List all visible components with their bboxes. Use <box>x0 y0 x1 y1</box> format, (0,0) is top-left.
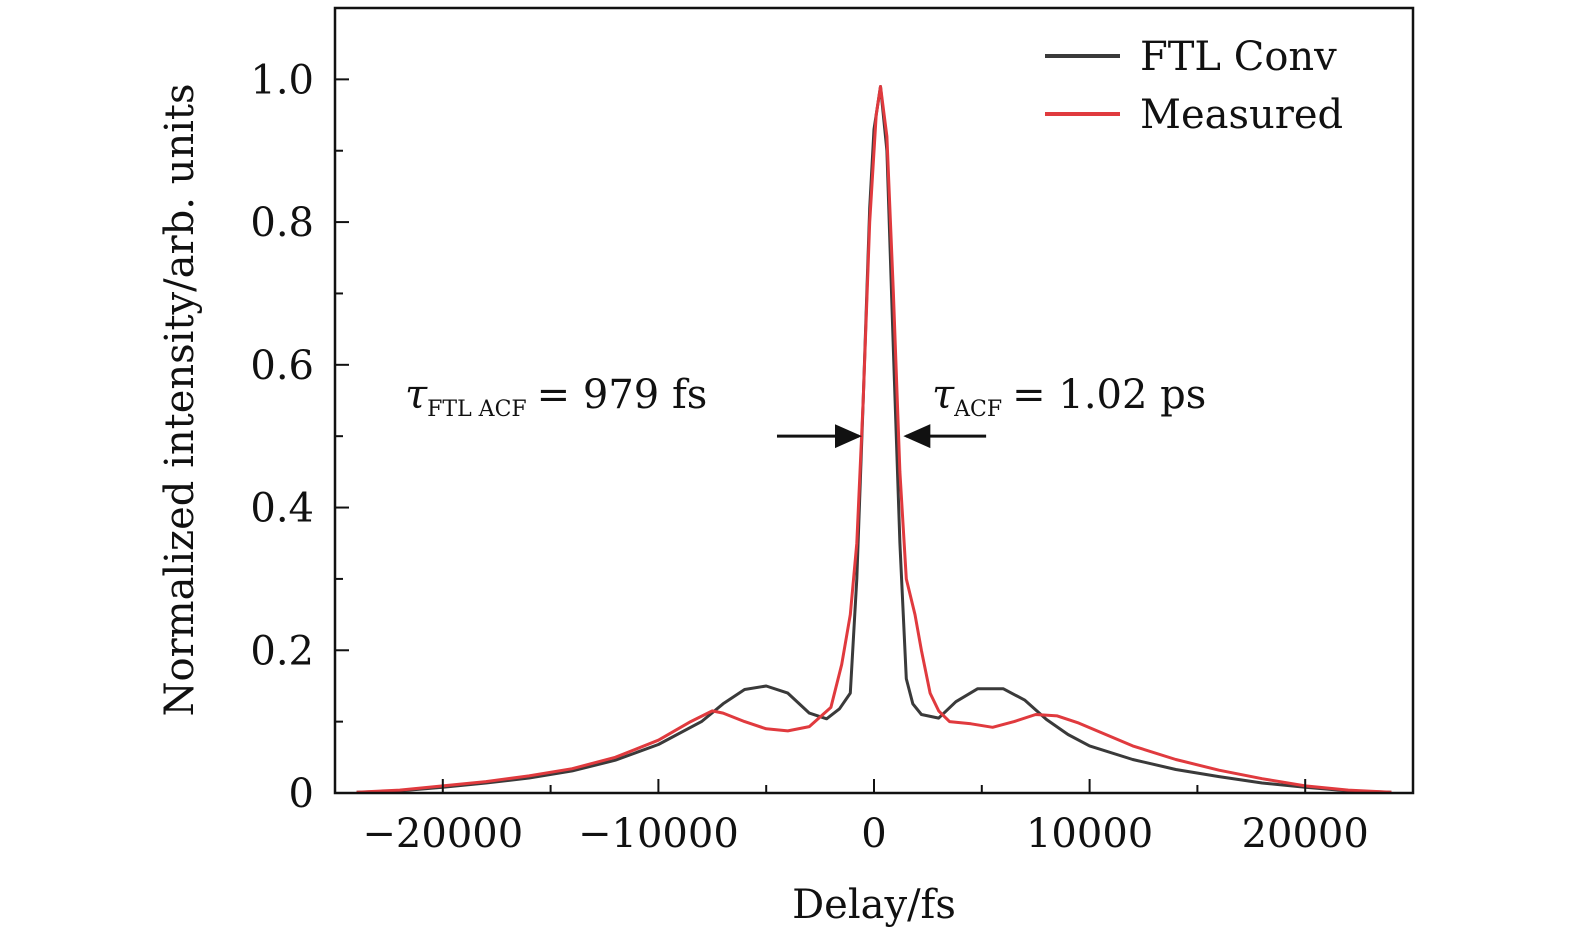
x-tick-label: 0 <box>861 811 886 857</box>
y-tick-label: 0.4 <box>250 486 314 532</box>
legend-label-ftl-conv: FTL Conv <box>1140 34 1337 80</box>
annotation-ftl-acf: τFTL ACF = 979 fs <box>405 372 862 449</box>
x-axis: −20000 −10000 0 10000 20000 <box>362 779 1369 857</box>
annotation-acf: τACF = 1.02 ps <box>903 372 1206 449</box>
legend: FTL Conv Measured <box>1045 34 1343 138</box>
x-axis-title: Delay/fs <box>792 882 956 928</box>
y-axis: 0 0.2 0.4 0.6 0.8 1.0 <box>250 7 349 817</box>
y-axis-title: Normalized intensity/arb. units <box>157 83 203 716</box>
y-tick-label: 0 <box>289 771 314 817</box>
annotation-ftl-acf-label: τFTL ACF = 979 fs <box>405 372 707 422</box>
x-tick-label: −10000 <box>578 811 739 857</box>
annotation-acf-label: τACF = 1.02 ps <box>932 372 1206 422</box>
series-layer <box>356 85 1392 794</box>
x-tick-label: 10000 <box>1026 811 1153 857</box>
series-line-ftl-conv <box>356 85 1392 794</box>
y-tick-label: 0.6 <box>250 343 314 389</box>
y-tick-label: 1.0 <box>250 57 314 103</box>
y-tick-label: 0.8 <box>250 200 314 246</box>
x-tick-label: 20000 <box>1242 811 1369 857</box>
x-tick-label: −20000 <box>362 811 523 857</box>
y-tick-label: 0.2 <box>250 628 314 674</box>
series-line-measured <box>356 85 1392 794</box>
legend-label-measured: Measured <box>1140 92 1343 138</box>
